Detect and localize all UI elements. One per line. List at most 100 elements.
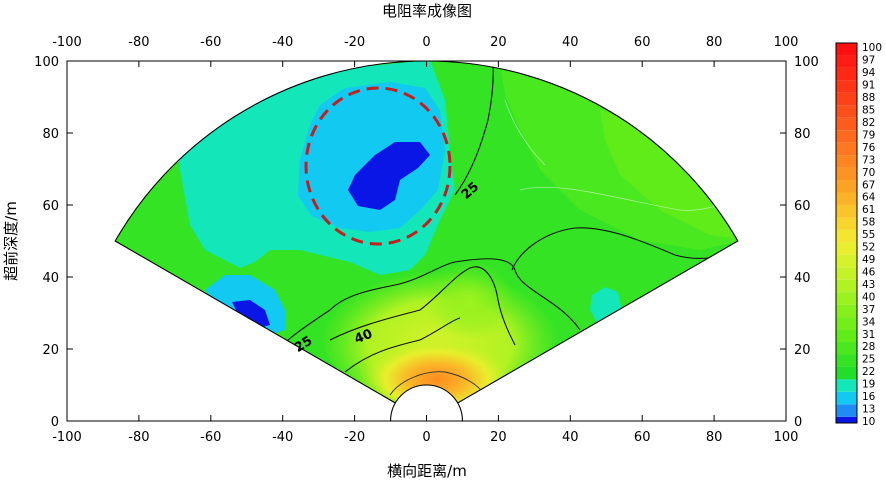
- y-tick-label-left: 80: [42, 127, 59, 142]
- colorbar-swatch: [836, 292, 857, 305]
- contour-40: [329, 266, 516, 346]
- colorbar-swatch: [836, 67, 857, 81]
- colorbar-swatch: [836, 229, 857, 243]
- colorbar-tick-label: 70: [862, 167, 875, 179]
- colorbar-tick-label: 55: [862, 229, 875, 241]
- colorbar-swatch: [836, 366, 857, 380]
- x-tick-label-top: 60: [634, 35, 651, 50]
- x-tick-label-bottom: -100: [52, 430, 82, 445]
- colorbar-swatch: [836, 354, 857, 367]
- contour-label-40: 40: [352, 327, 374, 348]
- x-tick-label-bottom: 100: [774, 430, 799, 445]
- colorbar-swatch: [836, 342, 857, 355]
- colorbar-swatch: [836, 379, 857, 392]
- x-tick-label-top: -20: [344, 35, 365, 50]
- colorbar-tick-label: 16: [862, 391, 876, 403]
- x-tick-label-bottom: -40: [272, 430, 293, 445]
- warm-zone-top: [425, 260, 515, 340]
- colorbar-swatch: [836, 80, 857, 93]
- y-tick-label-right: 0: [794, 415, 802, 430]
- chart-title: 电阻率成像图: [382, 2, 472, 20]
- x-tick-label-top: 100: [774, 35, 799, 50]
- x-tick-label-top: -100: [52, 35, 82, 50]
- colorbar-swatch: [836, 416, 857, 423]
- colorbar-swatch: [836, 105, 857, 118]
- colorbar-swatch: [836, 254, 857, 268]
- colorbar-swatch: [836, 180, 857, 193]
- colorbar-tick-label: 46: [862, 266, 876, 278]
- colorbar-tick-label: 85: [862, 105, 875, 117]
- colorbar-swatch: [836, 279, 857, 293]
- colorbar-swatch: [836, 92, 857, 106]
- colorbar-swatch: [836, 391, 857, 405]
- colorbar-tick-label: 49: [862, 254, 875, 266]
- colorbar-tick-label: 58: [862, 217, 875, 229]
- colorbar-tick-label: 82: [862, 117, 875, 129]
- colorbar-swatch: [836, 130, 857, 143]
- x-tick-label-top: -60: [200, 35, 221, 50]
- colorbar-tick-label: 100: [862, 42, 882, 54]
- y-tick-label-right: 60: [794, 199, 811, 214]
- colorbar-tick-label: 19: [862, 379, 875, 391]
- colorbar-tick-label: 52: [862, 242, 875, 254]
- colorbar-swatch: [836, 192, 857, 205]
- x-axis-label: 横向距离/m: [387, 462, 467, 480]
- cyan-anomaly-upper: [298, 82, 445, 232]
- x-axis-bottom: -100 -80 -60 -40 -20 0 20 40 60 80 100: [52, 415, 798, 445]
- colorbar-swatch: [836, 167, 857, 181]
- y-tick-label-left: 40: [42, 271, 59, 286]
- x-axis-top: -100 -80 -60 -40 -20 0 20 40 60 80 100: [52, 35, 798, 67]
- colorbar-swatch: [836, 304, 857, 318]
- x-tick-label-bottom: -20: [344, 430, 365, 445]
- colorbar-tick-label: 10: [862, 416, 875, 428]
- colorbar: 1013161922252831343740434649525558616467…: [835, 42, 882, 428]
- colorbar-swatch: [836, 329, 857, 343]
- colorbar-tick-label: 28: [862, 341, 875, 353]
- y-tick-label-left: 60: [42, 199, 59, 214]
- y-tick-label-right: 20: [794, 343, 811, 358]
- colorbar-tick-label: 25: [862, 354, 875, 366]
- contour-inner: [344, 317, 461, 373]
- y-tick-label-right: 100: [794, 55, 819, 70]
- colorbar-tick-label: 79: [862, 129, 875, 141]
- y-tick-label-right: 40: [794, 271, 811, 286]
- y-axis-label: 超前深度/m: [2, 201, 20, 281]
- colorbar-tick-label: 31: [862, 329, 875, 341]
- x-tick-label-bottom: 80: [706, 430, 723, 445]
- anomaly-marker: [304, 86, 452, 246]
- colorbar-tick-label: 91: [862, 80, 875, 92]
- x-tick-label-bottom: -60: [200, 430, 221, 445]
- colorbar-swatch: [836, 267, 857, 280]
- colorbar-tick-label: 37: [862, 304, 875, 316]
- colorbar-swatch: [836, 142, 857, 156]
- colorbar-tick-label: 64: [862, 192, 876, 204]
- x-tick-label-top: 0: [422, 35, 430, 50]
- x-tick-label-bottom: 20: [490, 430, 507, 445]
- x-tick-label-top: 20: [490, 35, 507, 50]
- x-tick-label-top: -40: [272, 35, 293, 50]
- colorbar-tick-label: 67: [862, 179, 875, 191]
- x-tick-label-bottom: 60: [634, 430, 651, 445]
- x-tick-label-bottom: 0: [422, 430, 430, 445]
- x-tick-label-top: 40: [562, 35, 579, 50]
- colorbar-swatch: [836, 155, 857, 168]
- y-axis-right: 0 20 40 60 80 100: [780, 55, 819, 430]
- y-tick-label-left: 100: [34, 55, 59, 70]
- colorbar-tick-label: 13: [862, 404, 875, 416]
- tunnel-face-semicircle: [389, 384, 464, 422]
- colorbar-swatch: [836, 55, 857, 68]
- colorbar-swatch: [836, 404, 857, 417]
- blue-core-upper: [348, 142, 430, 210]
- colorbar-tick-label: 43: [862, 279, 875, 291]
- colorbar-swatch: [836, 317, 857, 330]
- colorbar-tick-label: 94: [862, 67, 876, 79]
- colorbar-swatch: [836, 117, 857, 131]
- contour-25-lower: [261, 258, 581, 366]
- colorbar-tick-label: 73: [862, 154, 875, 166]
- colorbar-tick-label: 40: [862, 291, 875, 303]
- colorbar-tick-label: 97: [862, 55, 875, 67]
- blue-core-left: [232, 300, 270, 328]
- colorbar-tick-label: 76: [862, 142, 876, 154]
- colorbar-tick-label: 22: [862, 366, 875, 378]
